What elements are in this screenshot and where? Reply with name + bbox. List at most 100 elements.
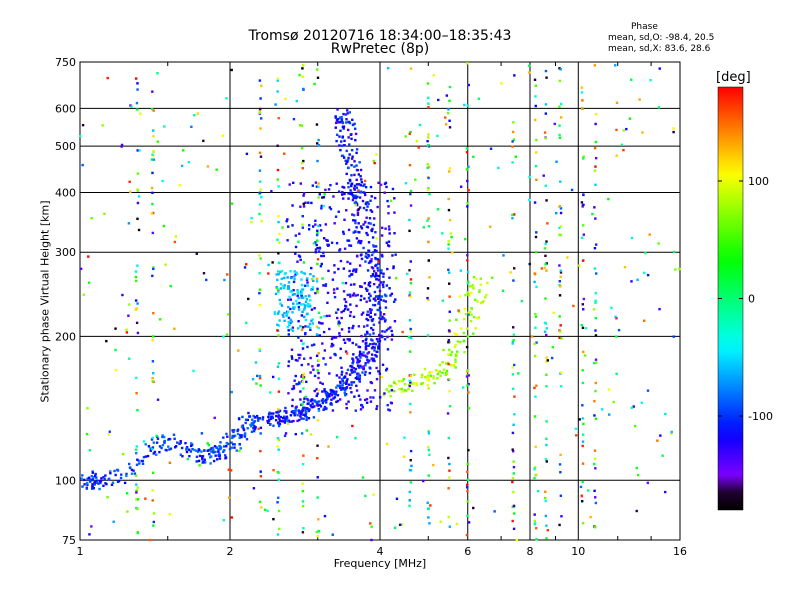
data-point (258, 109, 261, 112)
data-point (228, 447, 232, 451)
data-point (319, 229, 323, 232)
data-point (560, 371, 563, 374)
data-point (323, 514, 327, 518)
data-point (302, 303, 305, 306)
data-point (642, 319, 646, 322)
data-point (168, 448, 171, 451)
data-point (545, 385, 548, 388)
data-point (594, 417, 598, 420)
data-point (328, 327, 331, 331)
data-point (333, 396, 337, 399)
data-point (581, 369, 584, 372)
data-point (165, 449, 168, 452)
data-point (250, 424, 253, 428)
data-point (277, 324, 281, 327)
data-point (335, 390, 338, 393)
data-point (277, 410, 281, 413)
data-point (135, 321, 139, 325)
data-point (91, 471, 95, 474)
data-point (462, 386, 465, 389)
data-point (342, 290, 346, 293)
data-point (448, 282, 451, 285)
data-point (559, 225, 563, 228)
data-point (427, 432, 431, 435)
data-point (512, 213, 516, 216)
data-point (373, 303, 377, 307)
data-point (377, 278, 380, 282)
data-point (423, 367, 427, 371)
data-point (103, 477, 106, 481)
data-point (614, 64, 617, 67)
data-point (449, 363, 452, 367)
data-point (441, 361, 444, 364)
data-point (357, 394, 361, 397)
data-point (445, 94, 449, 97)
data-point (335, 133, 339, 137)
data-point (332, 288, 336, 291)
data-point (218, 452, 221, 455)
data-point (630, 280, 633, 283)
data-point (314, 291, 317, 295)
data-point (351, 118, 354, 122)
data-point (215, 446, 219, 450)
data-point (470, 291, 473, 295)
data-point (301, 531, 305, 534)
data-point (253, 420, 257, 423)
data-point (310, 288, 313, 291)
data-point (352, 381, 356, 384)
data-point (290, 320, 293, 324)
data-point (189, 442, 193, 445)
data-point (287, 364, 290, 368)
data-point (281, 226, 284, 229)
data-point (185, 450, 189, 454)
data-point (181, 454, 184, 458)
data-point (288, 295, 291, 299)
data-point (670, 430, 673, 434)
data-point (533, 468, 536, 471)
data-point (355, 151, 358, 155)
data-point (356, 169, 359, 172)
data-point (395, 497, 399, 501)
data-point (295, 299, 298, 303)
data-point (296, 294, 299, 297)
data-point (447, 239, 450, 243)
data-point (336, 394, 340, 397)
data-point (135, 491, 138, 494)
data-point (535, 473, 538, 477)
data-point (465, 147, 469, 150)
data-point (534, 395, 537, 398)
data-point (340, 328, 344, 331)
data-point (364, 494, 367, 498)
data-point (357, 222, 360, 225)
data-point (258, 303, 262, 307)
data-point (369, 222, 372, 225)
data-point (114, 327, 117, 330)
data-point (382, 280, 385, 284)
data-point (420, 382, 423, 386)
data-point (415, 382, 418, 385)
data-point (370, 353, 374, 356)
data-point (335, 139, 338, 143)
data-point (427, 516, 430, 519)
data-point (226, 442, 230, 446)
data-point (363, 179, 367, 183)
data-point (301, 223, 304, 226)
data-point (337, 324, 341, 327)
data-point (114, 348, 117, 352)
data-point (559, 330, 562, 333)
data-point (242, 427, 245, 430)
data-point (230, 516, 234, 519)
data-point (594, 165, 597, 168)
data-point (394, 253, 397, 256)
data-point (472, 506, 475, 510)
data-point (580, 500, 584, 503)
data-point (287, 422, 290, 425)
data-point (441, 299, 444, 302)
data-point (341, 125, 345, 129)
data-point (373, 249, 377, 252)
data-point (429, 374, 432, 377)
data-point (294, 252, 297, 255)
data-point (125, 492, 129, 495)
data-point (366, 352, 369, 355)
data-point (92, 476, 95, 479)
